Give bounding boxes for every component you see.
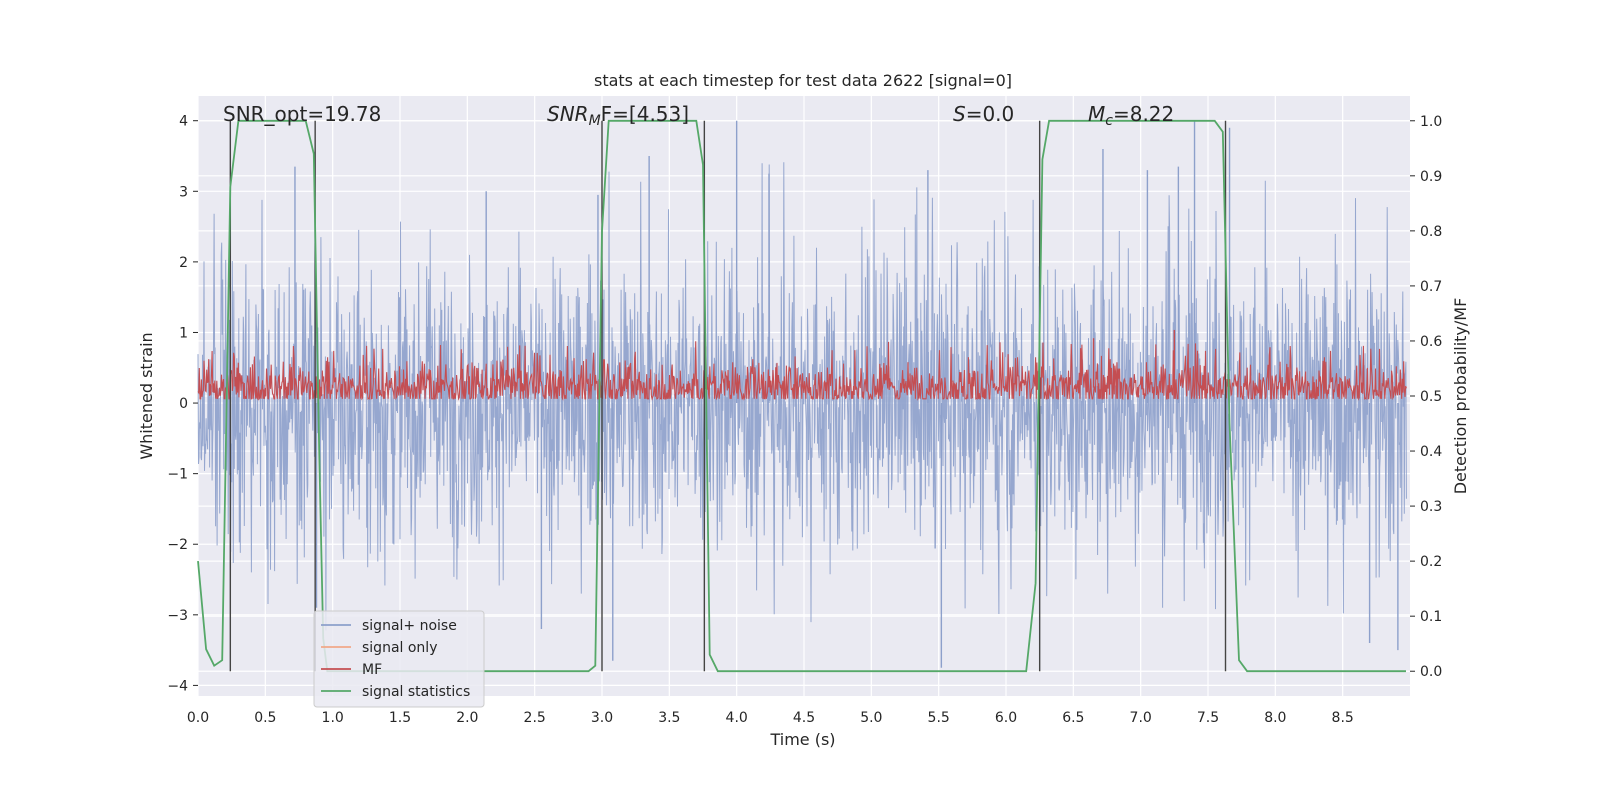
y-left-tick-label: −3 — [167, 608, 188, 624]
y-right-tick-label: 0.9 — [1420, 169, 1442, 185]
y-right-tick-label: 0.7 — [1420, 279, 1442, 295]
x-tick-label: 7.5 — [1197, 710, 1219, 726]
x-axis-label: Time (s) — [769, 730, 835, 749]
y-right-axis-label: Detection probability/MF — [1451, 298, 1470, 495]
y-left-tick-label: 1 — [179, 325, 188, 341]
x-tick-label: 2.5 — [524, 710, 546, 726]
annotation-snr-opt: SNR_opt=19.78 — [223, 102, 381, 126]
annotation-mc: Mc=8.22 — [1088, 102, 1174, 129]
annotation-snr-mf-symbol: SNR — [547, 102, 589, 126]
y-left-axis-label: Whitened strain — [137, 332, 156, 459]
x-tick-label: 2.0 — [456, 710, 478, 726]
x-axis-ticks: 0.0 0.5 1.0 1.5 2.0 2.5 3.0 3.5 4.0 4.5 5.0 5.5 6.0 6… — [187, 710, 1354, 726]
y-left-tick-label: −2 — [167, 537, 188, 553]
x-tick-label: 3.5 — [658, 710, 680, 726]
y-right-tick-label: 0.6 — [1420, 334, 1442, 350]
y-right-tick-label: 0.3 — [1420, 499, 1442, 515]
annotation-s-value: =0.0 — [966, 102, 1015, 126]
annotation-snr-mf: SNRMF=[4.53] — [547, 102, 689, 129]
x-tick-label: 5.5 — [928, 710, 950, 726]
y-left-tick-label: −1 — [167, 467, 188, 483]
annotation-s-symbol: S — [953, 102, 966, 126]
annotation-snr-mf-subscript: M — [589, 113, 601, 129]
y-right-tick-label: 1.0 — [1420, 114, 1442, 130]
annotation-mc-symbol: M — [1088, 102, 1105, 126]
y-left-axis-ticks: −4 −3 −2 −1 0 1 2 3 4 — [167, 114, 198, 694]
signal-statistics-line — [197, 119, 1406, 673]
signal-noise-series — [197, 120, 1407, 668]
legend: signal+ noise signal only MF signal stat… — [313, 610, 485, 708]
legend-label-signal-only: signal only — [362, 640, 437, 656]
y-left-tick-label: −4 — [167, 678, 188, 694]
y-right-tick-label: 0.1 — [1420, 609, 1442, 625]
x-tick-label: 4.0 — [726, 710, 748, 726]
x-tick-label: 6.0 — [995, 710, 1017, 726]
y-left-tick-label: 0 — [179, 396, 188, 412]
y-right-tick-label: 0.0 — [1420, 664, 1442, 680]
legend-label-signal-statistics: signal statistics — [362, 684, 470, 700]
x-tick-label: 1.0 — [322, 710, 344, 726]
y-right-tick-label: 0.4 — [1420, 444, 1442, 460]
legend-label-mf: MF — [362, 662, 382, 678]
x-tick-label: 1.5 — [389, 710, 411, 726]
y-right-tick-label: 0.5 — [1420, 389, 1442, 405]
x-tick-label: 6.5 — [1062, 710, 1084, 726]
y-right-axis-ticks: 0.0 0.1 0.2 0.3 0.4 0.5 0.6 0.7 0.8 0.9 1.0 — [1410, 114, 1442, 680]
x-tick-label: 7.0 — [1130, 710, 1152, 726]
x-tick-label: 5.0 — [860, 710, 882, 726]
y-left-tick-label: 2 — [179, 255, 188, 271]
annotation-mc-value: =8.22 — [1113, 102, 1174, 126]
chart-title: stats at each timestep for test data 262… — [594, 71, 1012, 90]
x-tick-label: 0.5 — [254, 710, 276, 726]
legend-label-signal-noise: signal+ noise — [362, 618, 457, 634]
mf-series — [197, 329, 1407, 401]
signal-statistics-series — [197, 119, 1406, 673]
signal-noise-line — [197, 162, 1407, 631]
y-right-tick-label: 0.8 — [1420, 224, 1442, 240]
mf-line — [197, 341, 1407, 401]
x-tick-label: 3.0 — [591, 710, 613, 726]
x-tick-label: 8.5 — [1332, 710, 1354, 726]
y-left-tick-label: 4 — [179, 114, 188, 130]
annotation-s: S=0.0 — [953, 102, 1014, 126]
y-right-tick-label: 0.2 — [1420, 554, 1442, 570]
x-tick-label: 4.5 — [793, 710, 815, 726]
annotation-snr-mf-value: F=[4.53] — [601, 102, 689, 126]
x-tick-label: 0.0 — [187, 710, 209, 726]
annotation-mc-subscript: c — [1105, 113, 1113, 129]
y-left-tick-label: 3 — [179, 184, 188, 200]
legend-box — [313, 610, 485, 708]
x-tick-label: 8.0 — [1264, 710, 1286, 726]
